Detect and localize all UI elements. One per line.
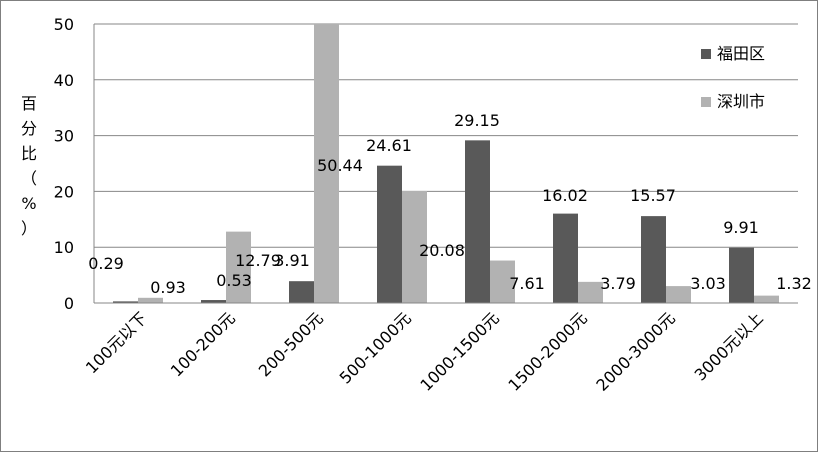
bar-shenzhen [138, 297, 163, 303]
y-axis-label-char: 百 [21, 94, 37, 113]
x-category-label: 500-1000元 [336, 308, 415, 387]
bar-shenzhen [314, 24, 339, 303]
data-label-shenzhen: 3.03 [690, 274, 726, 293]
bar-futian [113, 301, 138, 303]
data-label-shenzhen: 12.79 [235, 251, 281, 270]
legend-label: 深圳市 [717, 92, 765, 111]
bar-futian [641, 216, 666, 303]
y-tick-label: 0 [64, 294, 74, 313]
bar-shenzhen [578, 281, 603, 303]
bar-futian [377, 165, 402, 303]
bar-shenzhen [226, 231, 251, 303]
y-axis-label-char: 比 [21, 144, 37, 163]
bar-futian [289, 281, 314, 303]
data-label-futian: 3.91 [274, 251, 310, 270]
x-category-label: 1500-2000元 [504, 308, 590, 394]
x-category-label: 100元以下 [82, 308, 151, 377]
x-category-label: 200-500元 [255, 308, 327, 380]
bar-futian [465, 140, 490, 303]
data-label-futian: 9.91 [723, 218, 759, 237]
bar-shenzhen [402, 190, 427, 303]
y-tick-label: 30 [54, 127, 74, 146]
gridlines [94, 23, 798, 248]
bar-futian [729, 247, 754, 303]
data-label-shenzhen: 1.32 [776, 274, 812, 293]
bar-shenzhen [754, 295, 779, 303]
data-label-futian: 0.53 [216, 271, 252, 290]
x-category-label: 1000-1500元 [416, 308, 502, 394]
x-category-label: 2000-3000元 [592, 308, 678, 394]
data-label-shenzhen: 50.44 [317, 156, 363, 175]
bars [113, 24, 779, 303]
bar-futian [201, 300, 226, 303]
data-label-futian: 29.15 [454, 111, 500, 130]
legend-label: 福田区 [717, 44, 765, 63]
data-label-futian: 24.61 [366, 136, 412, 155]
data-label-shenzhen: 7.61 [509, 274, 545, 293]
bar-shenzhen [666, 286, 691, 303]
y-axis-label-char: 分 [21, 119, 37, 138]
data-label-shenzhen: 3.79 [600, 274, 636, 293]
y-axis-label-char: ） [21, 219, 37, 238]
x-category-label: 3000元以上 [691, 308, 767, 384]
data-label-futian: 16.02 [542, 186, 588, 205]
y-axis-label-char: % [21, 194, 36, 213]
bar-shenzhen [490, 260, 515, 303]
legend-swatch [701, 49, 711, 59]
y-tick-label: 50 [54, 15, 74, 34]
y-tick-label: 20 [54, 182, 74, 201]
y-tick-label: 40 [54, 71, 74, 90]
data-label-shenzhen: 20.08 [419, 241, 465, 260]
y-axis-label-char: （ [21, 169, 37, 188]
bar-futian [553, 213, 578, 303]
data-label-shenzhen: 0.93 [150, 278, 186, 297]
y-axis-label: 百分比 （% ） [21, 94, 37, 238]
x-category-label: 100-200元 [167, 308, 239, 380]
data-label-futian: 15.57 [630, 186, 676, 205]
data-label-futian: 0.29 [88, 254, 124, 273]
y-tick-label: 10 [54, 238, 74, 257]
legend-swatch [701, 97, 711, 107]
